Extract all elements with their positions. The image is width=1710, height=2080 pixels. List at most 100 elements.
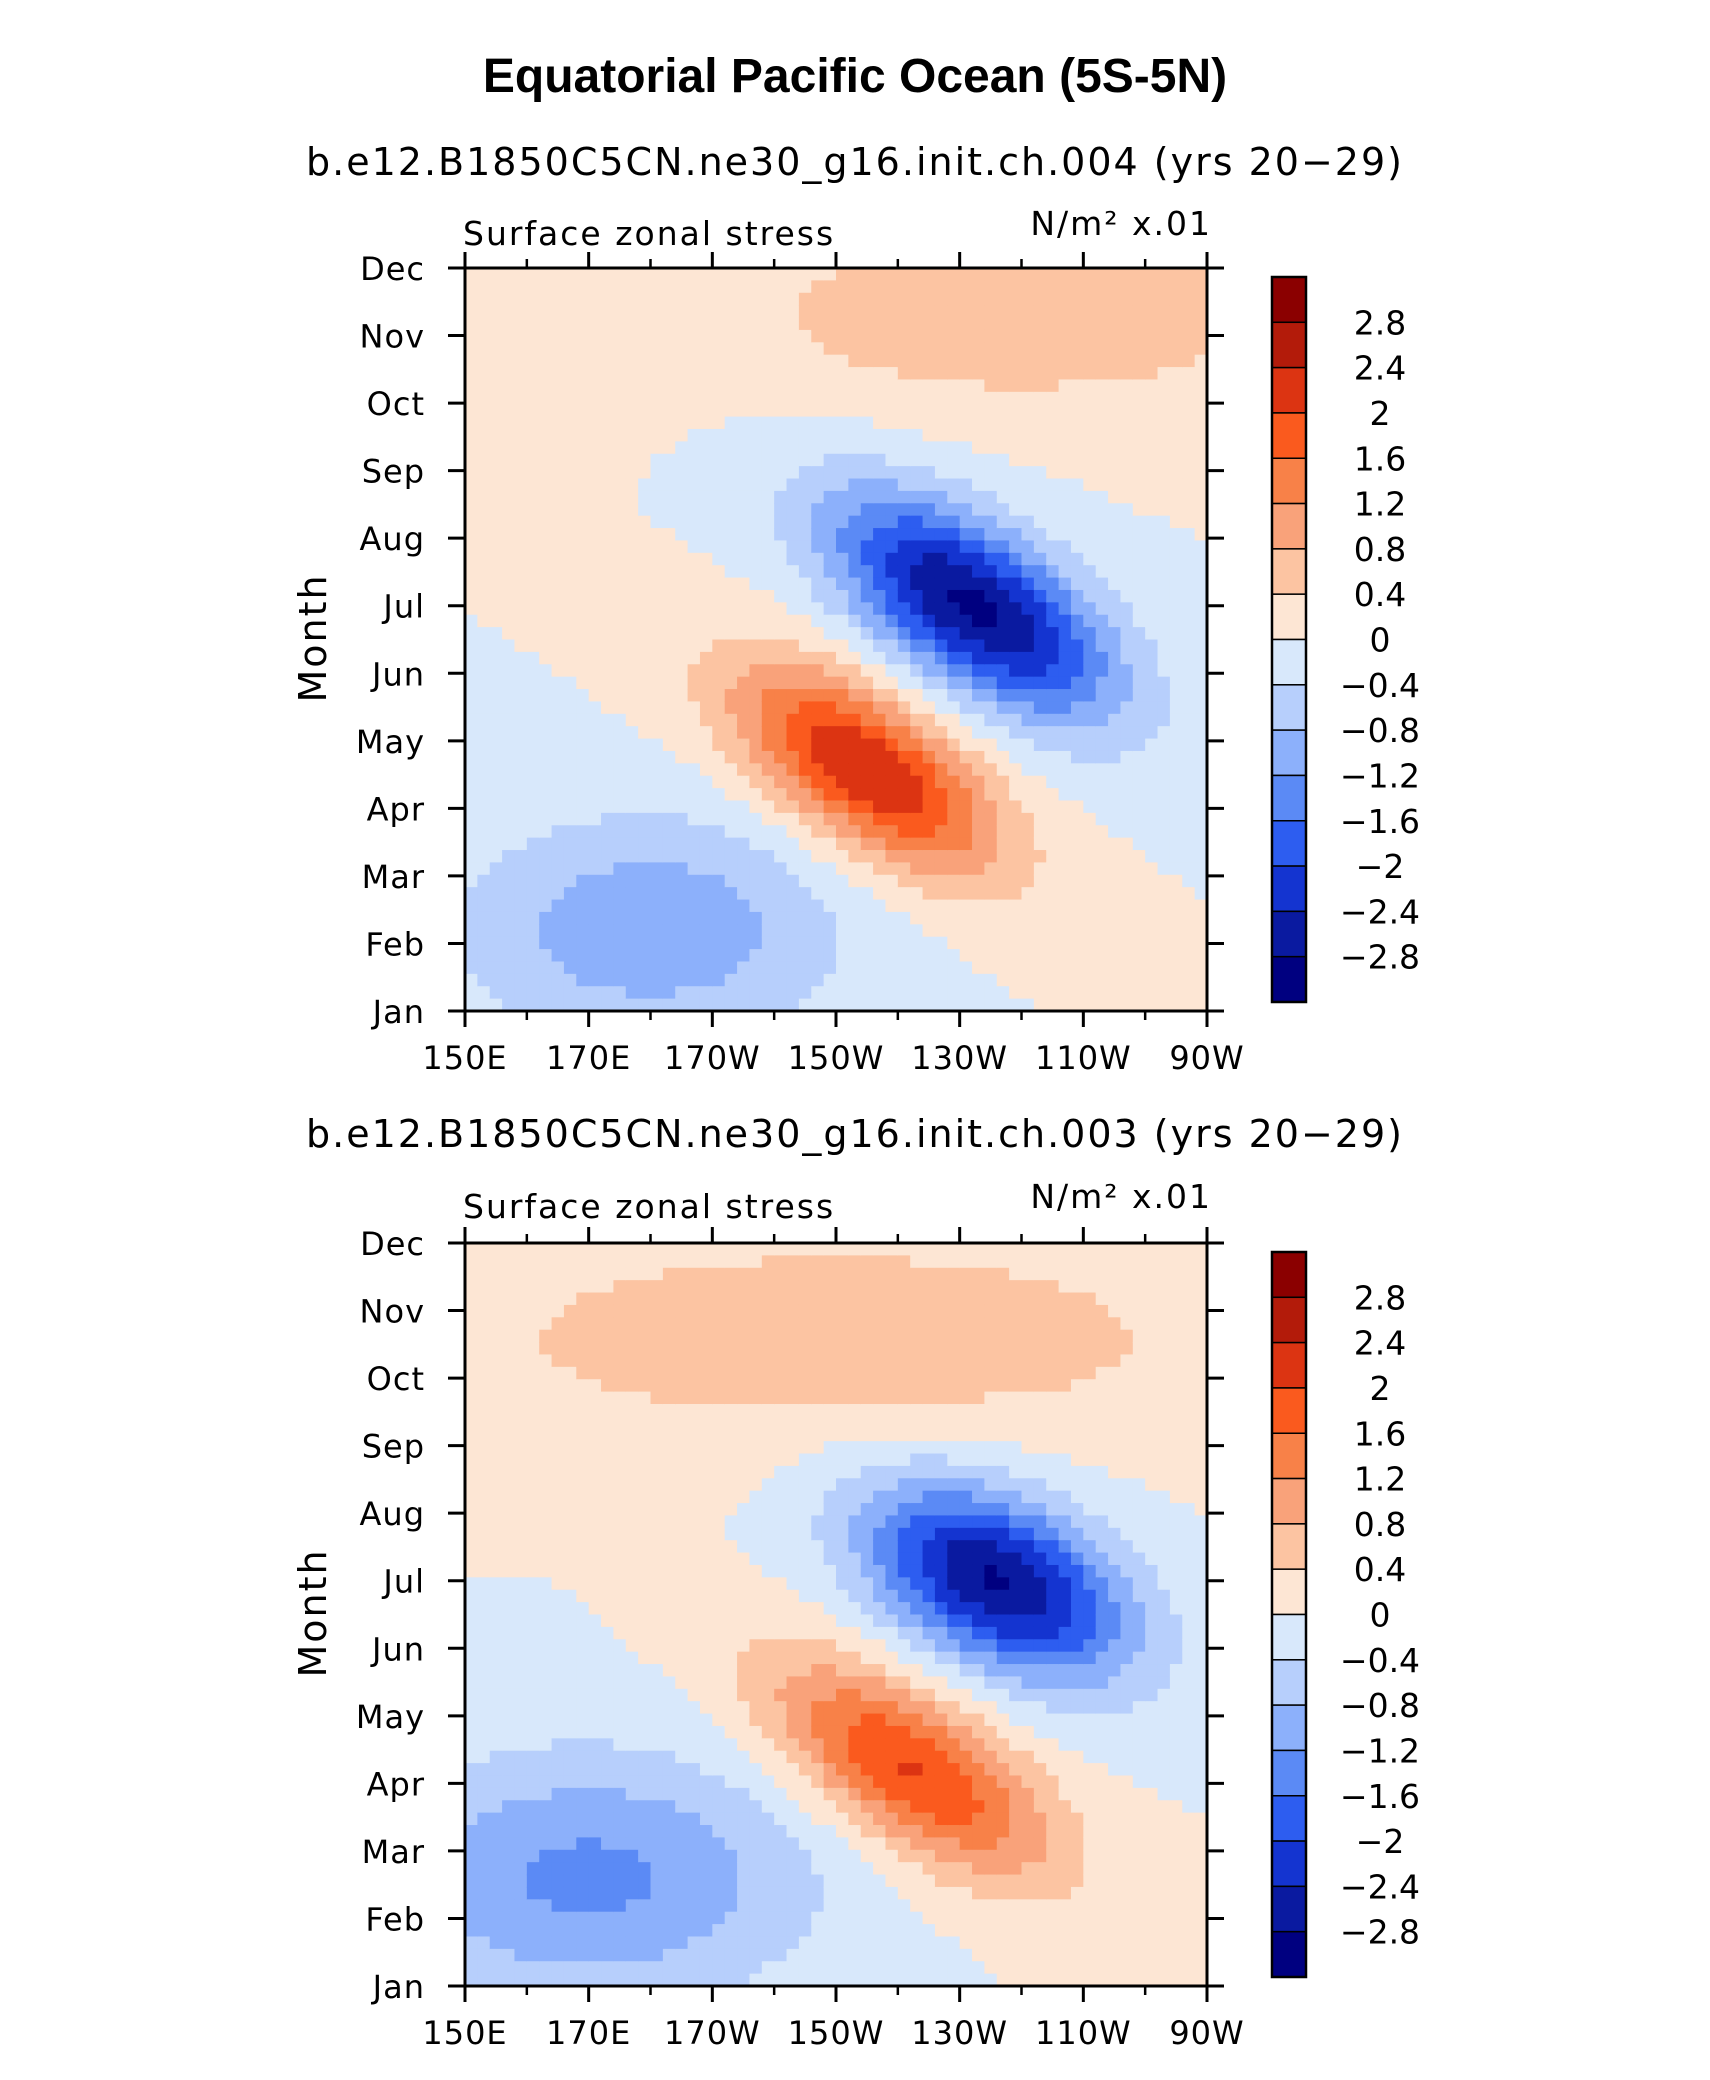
contour-cell bbox=[1083, 515, 1097, 529]
contour-cell bbox=[551, 1329, 565, 1343]
contour-cell bbox=[712, 1738, 726, 1752]
contour-cell bbox=[539, 1750, 553, 1764]
contour-cell bbox=[1120, 850, 1134, 863]
contour-cell bbox=[489, 602, 503, 616]
contour-cell bbox=[1033, 317, 1047, 331]
contour-cell bbox=[823, 961, 837, 975]
contour-cell bbox=[737, 738, 751, 752]
contour-cell bbox=[551, 837, 565, 851]
contour-cell bbox=[465, 1899, 478, 1913]
contour-cell bbox=[823, 342, 837, 356]
contour-cell bbox=[897, 552, 911, 566]
contour-cell bbox=[761, 280, 775, 294]
contour-cell bbox=[625, 1899, 639, 1913]
contour-cell bbox=[638, 812, 652, 826]
contour-cell bbox=[699, 775, 713, 789]
contour-cell bbox=[514, 651, 528, 665]
contour-cell bbox=[502, 1651, 516, 1665]
contour-cell bbox=[675, 1403, 689, 1417]
contour-cell bbox=[1058, 911, 1072, 925]
contour-cell bbox=[724, 391, 738, 405]
contour-cell bbox=[1083, 664, 1097, 678]
contour-cell bbox=[526, 1961, 540, 1975]
contour-cell bbox=[1169, 664, 1183, 678]
contour-cell bbox=[712, 1391, 726, 1405]
contour-cell bbox=[539, 899, 553, 913]
contour-cell bbox=[662, 503, 676, 517]
contour-cell bbox=[662, 850, 676, 863]
contour-cell bbox=[625, 1886, 639, 1900]
contour-cell bbox=[588, 1255, 602, 1269]
contour-cell bbox=[1070, 490, 1084, 504]
contour-cell bbox=[798, 614, 812, 628]
contour-cell bbox=[873, 911, 887, 925]
contour-cell bbox=[1046, 850, 1060, 863]
contour-cell bbox=[1169, 639, 1183, 653]
contour-cell bbox=[489, 874, 503, 888]
contour-cell bbox=[786, 428, 800, 442]
contour-cell bbox=[526, 1515, 540, 1529]
contour-cell bbox=[922, 726, 936, 740]
contour-cell bbox=[699, 899, 713, 913]
contour-cell bbox=[860, 639, 874, 653]
contour-cell bbox=[601, 391, 614, 405]
contour-cell bbox=[662, 874, 676, 888]
contour-cell bbox=[811, 478, 825, 492]
contour-cell bbox=[996, 862, 1010, 876]
contour-cell bbox=[576, 713, 590, 727]
contour-cell bbox=[699, 701, 713, 715]
contour-cell bbox=[477, 1886, 491, 1900]
contour-cell bbox=[1145, 478, 1159, 492]
contour-cell bbox=[588, 490, 602, 504]
contour-cell bbox=[885, 490, 899, 504]
contour-cell bbox=[563, 428, 577, 442]
contour-cell bbox=[761, 268, 775, 281]
contour-cell bbox=[588, 292, 602, 306]
contour-cell bbox=[588, 329, 602, 343]
contour-cell bbox=[1145, 874, 1159, 888]
contour-cell bbox=[539, 1366, 553, 1380]
contour-cell bbox=[526, 1267, 540, 1281]
contour-cell bbox=[1157, 627, 1171, 641]
contour-cell bbox=[1058, 998, 1072, 1012]
contour-cell bbox=[601, 292, 614, 306]
contour-cell bbox=[786, 453, 800, 467]
contour-cell bbox=[1169, 800, 1183, 814]
contour-cell bbox=[638, 998, 652, 1012]
contour-cell bbox=[477, 689, 491, 703]
contour-cell bbox=[613, 1626, 627, 1640]
contour-cell bbox=[848, 899, 862, 913]
contour-cell bbox=[1132, 589, 1146, 603]
contour-cell bbox=[1182, 280, 1196, 294]
contour-cell bbox=[1009, 986, 1023, 1000]
contour-cell bbox=[675, 1961, 689, 1975]
contour-cell bbox=[1095, 664, 1109, 678]
contour-cell bbox=[1132, 664, 1146, 678]
contour-cell bbox=[1120, 466, 1134, 480]
contour-cell bbox=[811, 812, 825, 826]
contour-cell bbox=[959, 577, 973, 591]
contour-cell bbox=[563, 1243, 577, 1256]
contour-cell bbox=[539, 949, 553, 963]
contour-cell bbox=[1157, 973, 1171, 987]
contour-cell bbox=[675, 1899, 689, 1913]
contour-cell bbox=[922, 874, 936, 888]
contour-cell bbox=[613, 837, 627, 851]
contour-cell bbox=[489, 1391, 503, 1405]
contour-cell bbox=[675, 1800, 689, 1814]
contour-cell bbox=[539, 552, 553, 566]
contour-cell bbox=[1033, 850, 1047, 863]
contour-cell bbox=[1070, 428, 1084, 442]
contour-cell bbox=[749, 305, 763, 319]
contour-cell bbox=[786, 565, 800, 579]
contour-cell bbox=[465, 379, 478, 393]
contour-cell bbox=[489, 812, 503, 826]
contour-cell bbox=[712, 528, 726, 542]
contour-cell bbox=[687, 602, 701, 616]
contour-cell bbox=[860, 651, 874, 665]
contour-cell bbox=[576, 1676, 590, 1690]
contour-cell bbox=[638, 268, 652, 281]
contour-cell bbox=[662, 1849, 676, 1863]
contour-cell bbox=[1083, 367, 1097, 381]
contour-cell bbox=[712, 1812, 726, 1826]
